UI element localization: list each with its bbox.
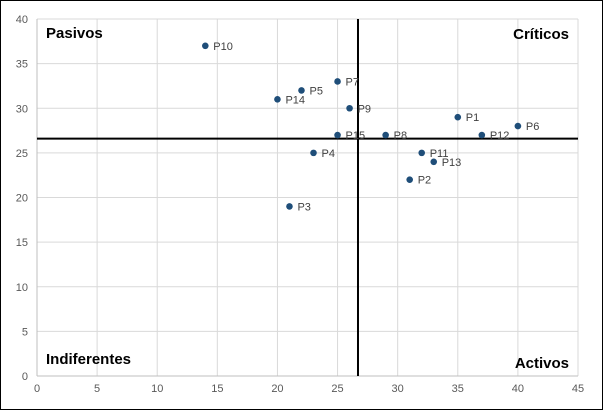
data-label-p3: P3	[297, 201, 310, 213]
y-tick-label: 20	[16, 193, 28, 205]
data-point-p3[interactable]	[286, 203, 293, 210]
data-label-p4: P4	[322, 148, 335, 160]
data-point-p5[interactable]	[298, 87, 305, 94]
quadrant-dividers	[37, 19, 578, 376]
gridlines	[37, 18, 579, 376]
data-point-p7[interactable]	[334, 78, 341, 85]
y-tick-label: 30	[16, 103, 28, 115]
y-tick-label: 5	[22, 326, 28, 338]
x-tick-label: 5	[94, 383, 100, 395]
quadrant-labels: Pasivos Críticos Indiferentes Activos	[46, 25, 569, 372]
data-label-p1: P1	[466, 112, 479, 124]
data-label-p8: P8	[394, 130, 407, 142]
y-tick-label: 40	[16, 14, 28, 26]
quadrant-label-bottom-right: Activos	[515, 355, 569, 372]
x-tick-label: 15	[211, 383, 223, 395]
data-point-p1[interactable]	[454, 113, 462, 121]
data-label-p13: P13	[442, 157, 462, 169]
axes	[36, 19, 578, 377]
x-tick-label: 35	[452, 383, 464, 395]
data-label-p5: P5	[309, 85, 322, 97]
x-tick-label: 10	[151, 383, 163, 395]
x-tick-label: 20	[271, 383, 283, 395]
tick-labels: 0 5 10 15 20 25 30 35 40 45 0 5 10 15 20 25 30 35 40	[16, 14, 584, 395]
y-tick-label: 35	[16, 59, 28, 71]
data-label-p14: P14	[285, 94, 305, 106]
data-label-p7: P7	[346, 76, 359, 88]
data-label-p12: P12	[490, 130, 510, 142]
x-tick-label: 0	[34, 383, 40, 395]
x-tick-label: 45	[572, 383, 584, 395]
data-point-p2[interactable]	[406, 176, 413, 183]
data-label-p9: P9	[358, 103, 371, 115]
data-point-p4[interactable]	[310, 149, 317, 157]
y-tick-label: 25	[16, 148, 28, 160]
data-point-p15[interactable]	[334, 131, 341, 139]
data-point-p12[interactable]	[478, 131, 486, 139]
x-tick-label: 30	[392, 383, 404, 395]
data-point-p11[interactable]	[418, 149, 426, 157]
y-tick-label: 10	[16, 282, 28, 294]
quadrant-label-top-right: Críticos	[513, 26, 569, 43]
data-label-p15: P15	[346, 130, 366, 142]
data-point-p9[interactable]	[346, 104, 353, 112]
data-label-p11: P11	[430, 148, 449, 160]
data-point-p6[interactable]	[514, 122, 522, 130]
data-point-p10[interactable]	[202, 42, 209, 50]
y-tick-label: 0	[22, 371, 28, 383]
data-point-p13[interactable]	[430, 158, 438, 166]
data-points: P1 P2 P3 P4 P5 P6 P7 P8 P9 P10 P11 P12 P13 P14 P15	[202, 41, 539, 213]
data-point-p14[interactable]	[274, 96, 281, 103]
quadrant-label-top-left: Pasivos	[46, 25, 103, 42]
data-label-p2: P2	[418, 175, 431, 187]
y-tick-label: 15	[16, 237, 28, 249]
data-point-p8[interactable]	[382, 131, 389, 139]
x-tick-label: 40	[512, 383, 524, 395]
data-label-p10: P10	[213, 41, 233, 53]
quadrant-label-bottom-left: Indiferentes	[46, 351, 131, 368]
data-label-p6: P6	[526, 121, 539, 133]
x-tick-label: 25	[331, 383, 343, 395]
